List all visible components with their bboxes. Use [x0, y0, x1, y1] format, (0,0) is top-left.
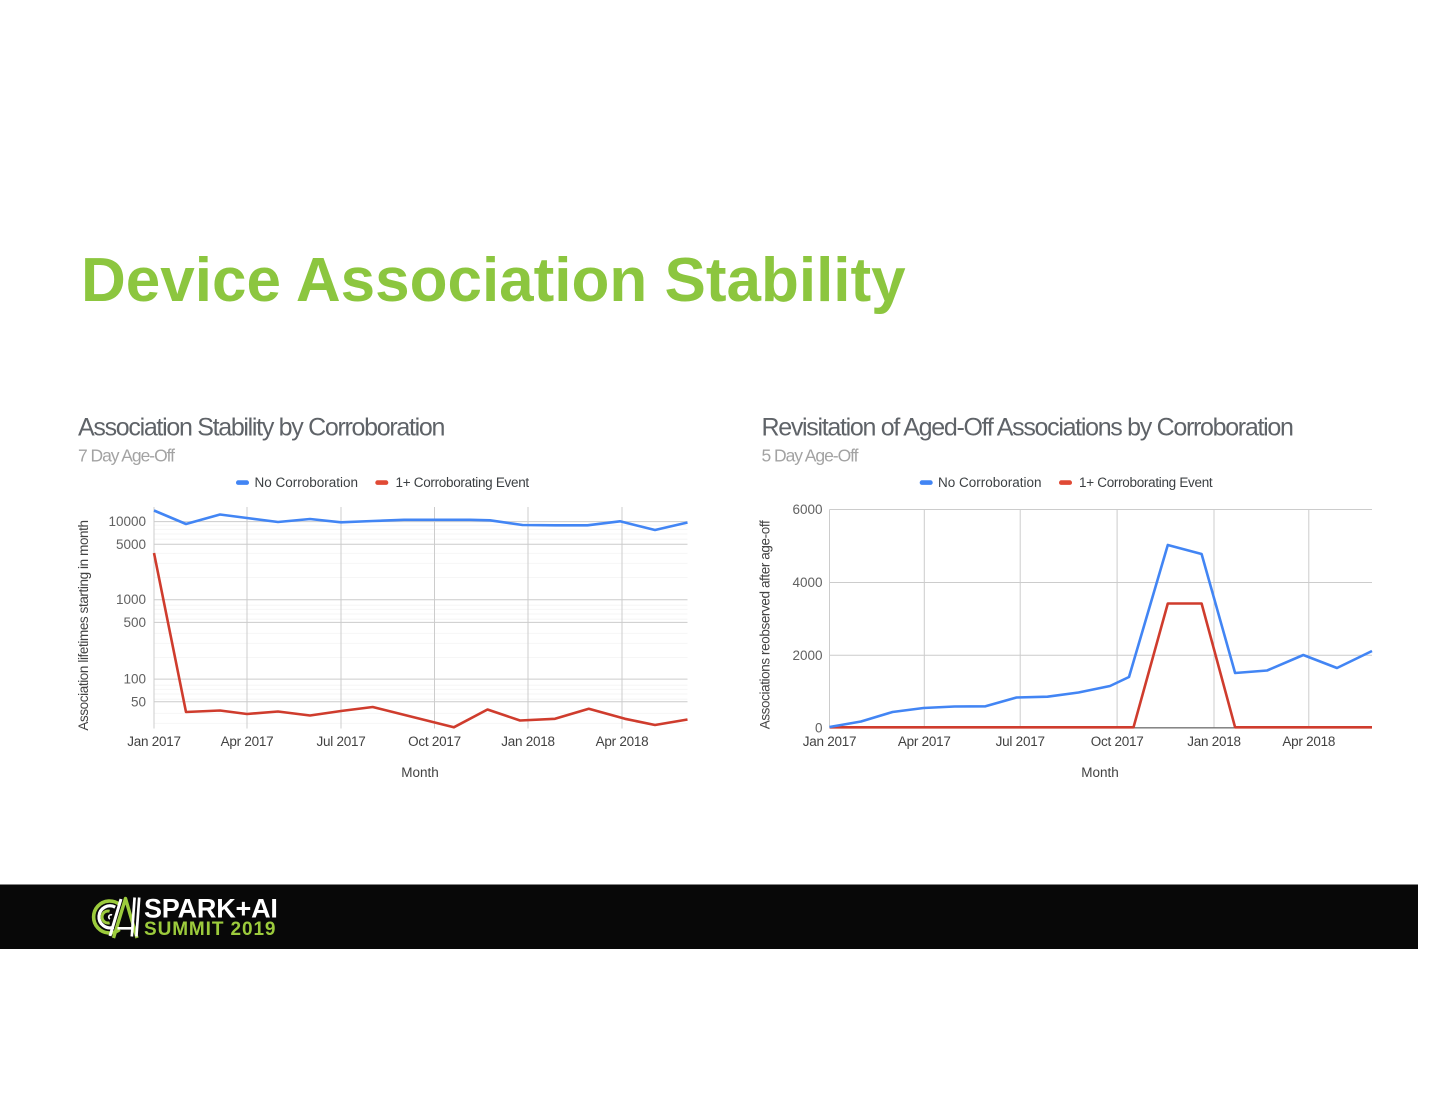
svg-text:Associations reobserved after: Associations reobserved after age-off	[758, 520, 773, 729]
svg-text:Apr 2017: Apr 2017	[221, 734, 274, 749]
svg-text:2000: 2000	[792, 648, 822, 663]
svg-text:4000: 4000	[792, 575, 822, 590]
svg-text:Jan 2018: Jan 2018	[1187, 734, 1241, 749]
svg-text:Month: Month	[1081, 765, 1119, 780]
svg-text:Jul 2017: Jul 2017	[996, 734, 1045, 749]
svg-text:10000: 10000	[108, 514, 146, 529]
svg-text:100: 100	[123, 672, 146, 687]
svg-text:1000: 1000	[116, 592, 146, 607]
svg-text:0: 0	[815, 721, 823, 736]
svg-text:1+ Corroborating Event: 1+ Corroborating Event	[396, 475, 530, 490]
svg-text:Association Stability by Corro: Association Stability by Corroboration	[78, 414, 444, 442]
svg-text:SUMMIT 2019: SUMMIT 2019	[144, 919, 276, 940]
svg-text:Apr 2018: Apr 2018	[1282, 734, 1335, 749]
svg-text:No Corroboration: No Corroboration	[938, 475, 1042, 490]
svg-text:Jan 2017: Jan 2017	[803, 734, 857, 749]
svg-text:Jan 2017: Jan 2017	[127, 734, 181, 749]
svg-text:No Corroboration: No Corroboration	[255, 475, 359, 490]
svg-text:Association lifetimes starting: Association lifetimes starting in month	[76, 520, 91, 730]
svg-text:Oct 2017: Oct 2017	[1091, 734, 1144, 749]
svg-text:1+ Corroborating Event: 1+ Corroborating Event	[1079, 475, 1213, 490]
svg-text:SPARK+AI: SPARK+AI	[144, 894, 278, 924]
svg-text:Revisitation of Aged-Off Assoc: Revisitation of Aged-Off Associations by…	[762, 414, 1293, 442]
svg-text:Jul 2017: Jul 2017	[316, 734, 365, 749]
svg-text:5000: 5000	[116, 537, 146, 552]
svg-text:Device Association Stability: Device Association Stability	[81, 246, 906, 315]
svg-text:Month: Month	[401, 765, 439, 780]
svg-text:Apr 2018: Apr 2018	[596, 734, 649, 749]
svg-text:Oct 2017: Oct 2017	[408, 734, 461, 749]
svg-text:50: 50	[131, 694, 146, 709]
svg-text:7 Day Age-Off: 7 Day Age-Off	[78, 445, 175, 465]
svg-text:6000: 6000	[792, 502, 822, 517]
svg-text:500: 500	[123, 615, 146, 630]
svg-text:5 Day Age-Off: 5 Day Age-Off	[762, 445, 859, 465]
svg-text:Apr 2017: Apr 2017	[898, 734, 951, 749]
svg-text:Jan 2018: Jan 2018	[501, 734, 555, 749]
